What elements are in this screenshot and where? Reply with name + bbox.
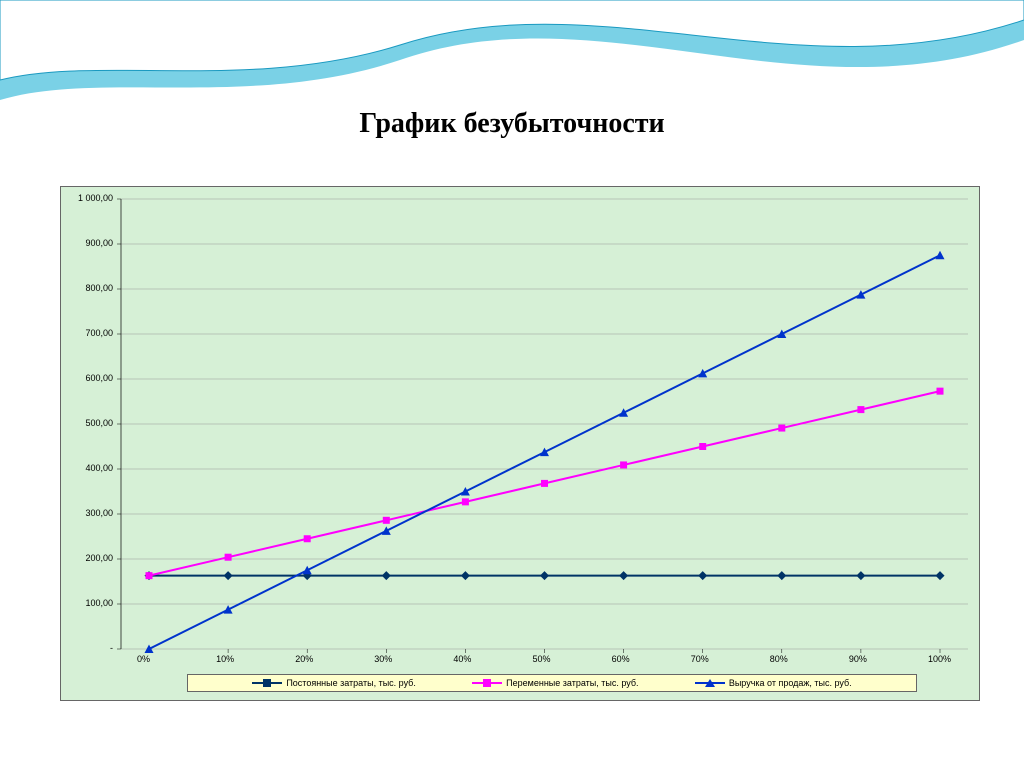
series-marker xyxy=(540,448,549,457)
y-tick-label: 400,00 xyxy=(85,463,113,473)
y-tick-label: 700,00 xyxy=(85,328,113,338)
x-tick-label: 30% xyxy=(374,654,392,664)
x-tick-label: 90% xyxy=(849,654,867,664)
legend-label: Выручка от продаж, тыс. руб. xyxy=(729,678,852,688)
series-marker xyxy=(383,517,390,524)
x-tick-label: 80% xyxy=(770,654,788,664)
y-tick-label: 500,00 xyxy=(85,418,113,428)
legend-label: Постоянные затраты, тыс. руб. xyxy=(286,678,416,688)
series-marker xyxy=(856,290,865,299)
x-tick-label: 10% xyxy=(216,654,234,664)
legend-item: Выручка от продаж, тыс. руб. xyxy=(695,677,852,689)
series-marker xyxy=(304,535,311,542)
y-tick-label: 800,00 xyxy=(85,283,113,293)
series-marker xyxy=(461,487,470,496)
legend-swatch xyxy=(252,677,282,689)
data-series xyxy=(121,199,968,649)
x-tick-label: 100% xyxy=(928,654,951,664)
y-tick-label: 1 000,00 xyxy=(78,193,113,203)
series-marker xyxy=(541,480,548,487)
series-marker xyxy=(224,605,233,614)
legend-item: Переменные затраты, тыс. руб. xyxy=(472,677,638,689)
series-marker xyxy=(382,526,391,535)
series-marker xyxy=(937,388,944,395)
y-tick-label: 600,00 xyxy=(85,373,113,383)
series-marker xyxy=(462,498,469,505)
series-marker xyxy=(699,443,706,450)
y-tick-label: 900,00 xyxy=(85,238,113,248)
legend-swatch xyxy=(472,677,502,689)
y-tick-label: 300,00 xyxy=(85,508,113,518)
series-marker xyxy=(856,571,865,580)
series-marker xyxy=(224,571,233,580)
legend-item: Постоянные затраты, тыс. руб. xyxy=(252,677,416,689)
x-tick-label: 60% xyxy=(612,654,630,664)
series-marker xyxy=(620,461,627,468)
series-marker xyxy=(698,369,707,378)
plot-area xyxy=(121,199,968,649)
x-tick-label: 50% xyxy=(533,654,551,664)
series-marker xyxy=(857,406,864,413)
series-marker xyxy=(619,408,628,417)
series-marker xyxy=(619,571,628,580)
series-marker xyxy=(146,572,153,579)
series-marker xyxy=(382,571,391,580)
y-tick-label: - xyxy=(110,643,113,653)
series-marker xyxy=(225,554,232,561)
series-marker xyxy=(777,330,786,339)
y-tick-label: 200,00 xyxy=(85,553,113,563)
series-marker xyxy=(540,571,549,580)
series-marker xyxy=(303,566,312,575)
chart-title: График безубыточности xyxy=(0,108,1024,140)
legend-swatch xyxy=(695,677,725,689)
series-marker xyxy=(936,251,945,260)
x-tick-label: 0% xyxy=(137,654,150,664)
legend-label: Переменные затраты, тыс. руб. xyxy=(506,678,638,688)
legend: Постоянные затраты, тыс. руб. Переменные … xyxy=(187,674,917,692)
series-marker xyxy=(778,425,785,432)
x-tick-label: 70% xyxy=(691,654,709,664)
series-marker xyxy=(698,571,707,580)
x-tick-label: 20% xyxy=(295,654,313,664)
series-marker xyxy=(461,571,470,580)
chart-container: Постоянные затраты, тыс. руб. Переменные … xyxy=(60,186,980,701)
series-marker xyxy=(145,645,154,654)
x-tick-label: 40% xyxy=(453,654,471,664)
series-marker xyxy=(777,571,786,580)
series-marker xyxy=(935,571,944,580)
y-tick-label: 100,00 xyxy=(85,598,113,608)
